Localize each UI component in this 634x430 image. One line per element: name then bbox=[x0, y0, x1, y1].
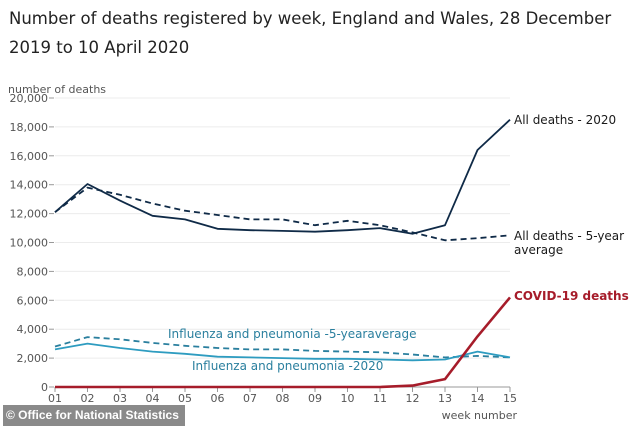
series-line-all-deaths-2020 bbox=[54, 119, 511, 235]
y-axis-ticks: 0 2,000 4,000 6,000 8,000 10,000 12,000 14,000 1… bbox=[10, 92, 54, 394]
y-tick-label: 20,000 bbox=[10, 92, 49, 105]
x-axis: 01 02 03 04 05 06 07 08 09 10 11 12 13 14 15 bbox=[48, 386, 517, 405]
x-tick-label: 13 bbox=[438, 392, 452, 405]
x-axis-label: week number bbox=[442, 409, 518, 422]
x-tick-label: 08 bbox=[276, 392, 290, 405]
gridlines bbox=[55, 97, 510, 388]
y-tick-label: 6,000 bbox=[17, 294, 49, 307]
series-line-all-deaths-5-year-average bbox=[54, 186, 511, 242]
y-tick-label: 16,000 bbox=[10, 150, 49, 163]
series-label: All deaths - 2020 bbox=[514, 113, 616, 127]
series-line-covid-19-deaths bbox=[55, 296, 511, 389]
y-tick-label: 10,000 bbox=[10, 237, 49, 250]
x-tick-label: 14 bbox=[471, 392, 485, 405]
series-labels: All deaths - 2020 All deaths - 5-yearaver… bbox=[168, 113, 629, 373]
chart-title: Number of deaths registered by week, Eng… bbox=[9, 9, 612, 57]
series-line-influenza-and-pneumonia-5-yearaverage bbox=[54, 336, 511, 359]
x-tick-label: 12 bbox=[406, 392, 420, 405]
x-tick-label: 11 bbox=[373, 392, 387, 405]
series-label: average bbox=[514, 243, 563, 257]
y-tick-label: 0 bbox=[41, 381, 48, 394]
x-tick-label: 03 bbox=[113, 392, 127, 405]
y-tick-label: 12,000 bbox=[10, 208, 49, 221]
y-tick-label: 8,000 bbox=[17, 265, 49, 278]
series-label: Influenza and pneumonia -5-yearaverage bbox=[168, 327, 416, 341]
series-label: All deaths - 5-year bbox=[514, 229, 624, 243]
y-axis-label: number of deaths bbox=[8, 83, 106, 96]
x-tick-label: 04 bbox=[146, 392, 160, 405]
series-label: COVID-19 deaths bbox=[514, 289, 629, 303]
x-tick-label: 09 bbox=[308, 392, 322, 405]
x-tick-label: 02 bbox=[81, 392, 95, 405]
source-credit: © Office for National Statistics bbox=[3, 405, 185, 426]
y-tick-label: 18,000 bbox=[10, 121, 49, 134]
x-tick-label: 06 bbox=[211, 392, 225, 405]
x-tick-label: 10 bbox=[341, 392, 355, 405]
series-line-influenza-and-pneumonia-2020 bbox=[54, 342, 511, 362]
y-tick-label: 14,000 bbox=[10, 179, 49, 192]
x-tick-label: 01 bbox=[48, 392, 62, 405]
y-tick-label: 4,000 bbox=[17, 323, 49, 336]
x-tick-label: 05 bbox=[178, 392, 192, 405]
y-tick-label: 2,000 bbox=[17, 352, 49, 365]
series-label: Influenza and pneumonia -2020 bbox=[192, 359, 383, 373]
x-tick-label: 07 bbox=[243, 392, 257, 405]
x-tick-label: 15 bbox=[503, 392, 517, 405]
series-lines bbox=[54, 119, 511, 389]
